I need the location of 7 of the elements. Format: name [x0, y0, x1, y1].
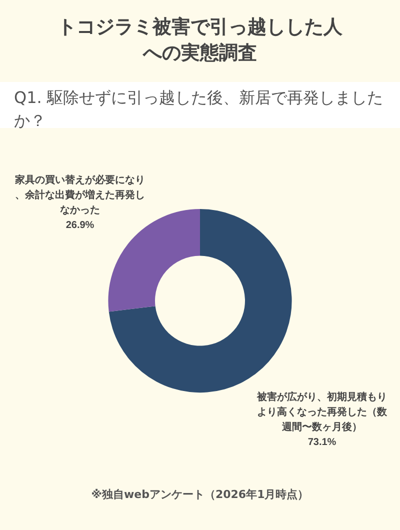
data-label: 73.1% [308, 437, 336, 448]
slice-label: 家具の買い替えが必要になり、余計な出費が増えた再発しなかった [14, 174, 145, 216]
data-label: 26.9% [66, 220, 94, 231]
text: ※独自webアンケート（2026年1月時点） [90, 487, 310, 502]
chart-subtitle: Q1. 駆除せずに引っ越した後、新居で再発しましたか？ [0, 82, 400, 130]
chart-title: トコジラミ被害で引っ越しした人への実態調査 [56, 15, 344, 66]
slice-label: 被害が広がり、初期見積もりより高くなった再発した（数週間〜数ヶ月後） [256, 391, 388, 433]
